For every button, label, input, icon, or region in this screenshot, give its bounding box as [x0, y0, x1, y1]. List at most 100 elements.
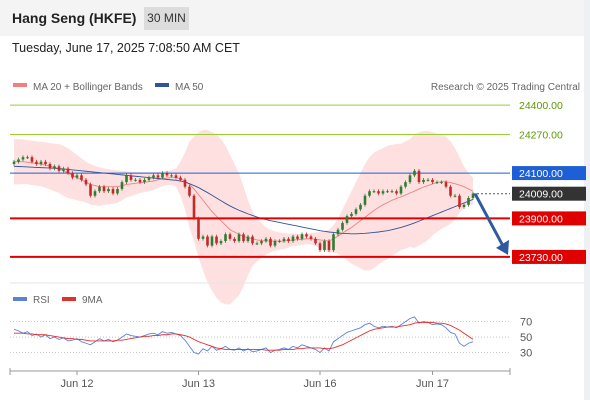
candle — [156, 173, 160, 180]
candle — [98, 184, 101, 194]
rsi-legend-swatch — [13, 297, 27, 301]
candle — [255, 241, 259, 246]
candle — [354, 207, 358, 216]
candle — [62, 166, 65, 173]
candle — [422, 178, 425, 184]
candle — [363, 193, 367, 207]
instrument-title: Hang Seng (HKFE) — [12, 10, 137, 26]
candle — [278, 239, 281, 243]
candle — [44, 159, 47, 166]
ma50-line — [13, 165, 474, 235]
level-label-bg-23730.00 — [512, 249, 586, 264]
candle — [183, 178, 187, 189]
candle — [89, 182, 92, 198]
candle — [179, 175, 182, 182]
candle — [404, 180, 407, 189]
candle — [296, 234, 299, 241]
level-label-24400.00: 24400.00 — [519, 100, 563, 112]
candle — [273, 239, 277, 248]
candle — [26, 155, 29, 160]
bollinger-band — [14, 130, 473, 305]
candle — [332, 232, 335, 252]
candle — [102, 184, 106, 194]
level-label-24009.00: 24009.00 — [519, 189, 563, 201]
candle — [129, 173, 133, 182]
candle — [71, 171, 74, 180]
candle — [224, 232, 227, 243]
rsi-ma-legend-label: 9MA — [82, 295, 103, 306]
candle — [197, 216, 200, 241]
candle — [458, 193, 461, 209]
ma20-legend-label: MA 20 + Bollinger Bands — [33, 82, 143, 93]
candle — [210, 234, 214, 248]
candle — [75, 173, 79, 180]
candle — [237, 232, 241, 243]
x-tick-label: Jun 16 — [303, 378, 336, 390]
level-label-bg-24009.00 — [512, 186, 586, 201]
ma20-legend-swatch — [13, 83, 27, 87]
candle — [282, 236, 286, 243]
candle — [39, 159, 43, 166]
candle — [269, 236, 272, 248]
rsi-ma-line — [14, 321, 474, 351]
candle — [368, 189, 371, 198]
timeframe-button[interactable]: 30 MIN — [144, 7, 189, 30]
candle — [449, 184, 452, 198]
level-label-bg-23900.00 — [512, 211, 586, 226]
level-label-24100.00: 24100.00 — [519, 168, 563, 180]
rsi-line — [13, 316, 474, 355]
candle — [381, 189, 385, 196]
candle — [174, 173, 178, 180]
candle — [336, 227, 340, 237]
candle — [228, 232, 232, 241]
candle — [350, 212, 353, 218]
candle — [134, 178, 137, 182]
candle — [125, 173, 128, 184]
right-border — [584, 0, 590, 400]
rsi-tick-label: 70 — [520, 317, 532, 329]
candle — [138, 178, 142, 184]
credit-text: Research © 2025 Trading Central — [431, 82, 580, 93]
level-label-24270.00: 24270.00 — [519, 130, 563, 142]
candle — [399, 184, 403, 196]
candle — [17, 157, 20, 164]
candle — [287, 236, 290, 243]
candle — [417, 168, 421, 184]
x-tick-label: Jun 12 — [60, 378, 93, 390]
candle — [453, 193, 457, 198]
candle — [471, 191, 475, 200]
candle — [372, 189, 376, 194]
level-label-23900.00: 23900.00 — [519, 213, 563, 225]
rsi-tick-label: 30 — [520, 348, 532, 360]
forecast-arrow-shaft — [473, 192, 505, 247]
candle — [413, 168, 416, 178]
candle — [314, 236, 317, 246]
candle — [84, 178, 88, 187]
candle — [300, 232, 304, 241]
candle — [341, 221, 344, 232]
rsi-tick-label: 50 — [520, 332, 532, 344]
candle — [57, 164, 61, 173]
candle — [107, 187, 110, 194]
candle — [309, 234, 313, 241]
candle — [120, 180, 124, 191]
candle — [305, 232, 308, 239]
candle — [80, 173, 83, 182]
candle — [345, 214, 349, 225]
candle — [242, 232, 245, 243]
candle — [192, 193, 196, 221]
candle — [219, 239, 223, 246]
candle — [426, 178, 430, 182]
candle — [201, 234, 205, 241]
candle — [233, 236, 236, 243]
candle — [291, 234, 295, 243]
candle — [246, 234, 250, 243]
candle — [188, 184, 191, 198]
candle — [323, 239, 326, 252]
ma50-legend-label: MA 50 — [175, 82, 204, 93]
candle — [377, 189, 380, 196]
candle — [48, 162, 52, 171]
candle — [12, 159, 16, 166]
timestamp: Tuesday, June 17, 2025 7:08:50 AM CET — [12, 41, 240, 55]
